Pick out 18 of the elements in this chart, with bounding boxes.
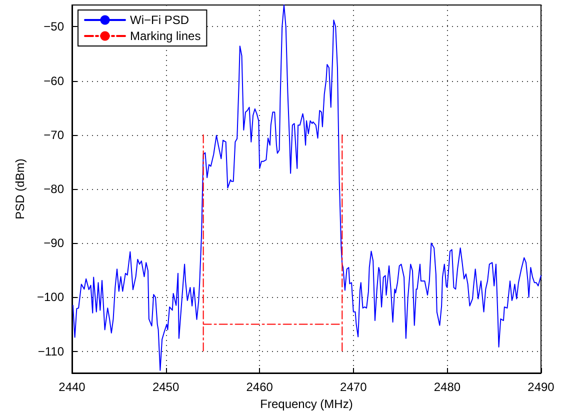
y-tick-label: −100 — [36, 290, 64, 304]
x-tick-label: 2450 — [152, 380, 180, 394]
y-axis-title: PSD (dBm) — [13, 158, 27, 220]
y-tick-label: −50 — [44, 20, 64, 34]
y-tick-label: −70 — [44, 128, 64, 142]
x-tick-label: 2440 — [58, 380, 86, 394]
y-tick-label: −90 — [44, 236, 64, 250]
y-tick-label: −60 — [44, 74, 64, 88]
x-tick-label: 2490 — [528, 380, 555, 394]
line-series — [72, 4, 542, 371]
legend-label: Wi−Fi PSD — [130, 13, 190, 27]
legend-label: Marking lines — [130, 29, 201, 43]
x-tick-label: 2470 — [340, 380, 368, 394]
y-tick-label: −110 — [38, 344, 64, 358]
x-tick-label: 2460 — [246, 380, 274, 394]
y-tick-label: −80 — [44, 182, 64, 196]
x-axis-title: Frequency (MHz) — [260, 396, 353, 411]
x-tick-label: 2480 — [434, 380, 461, 394]
